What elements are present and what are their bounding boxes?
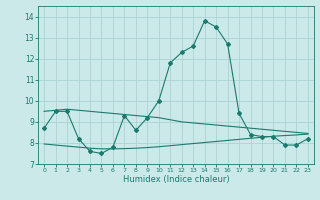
X-axis label: Humidex (Indice chaleur): Humidex (Indice chaleur) [123,175,229,184]
